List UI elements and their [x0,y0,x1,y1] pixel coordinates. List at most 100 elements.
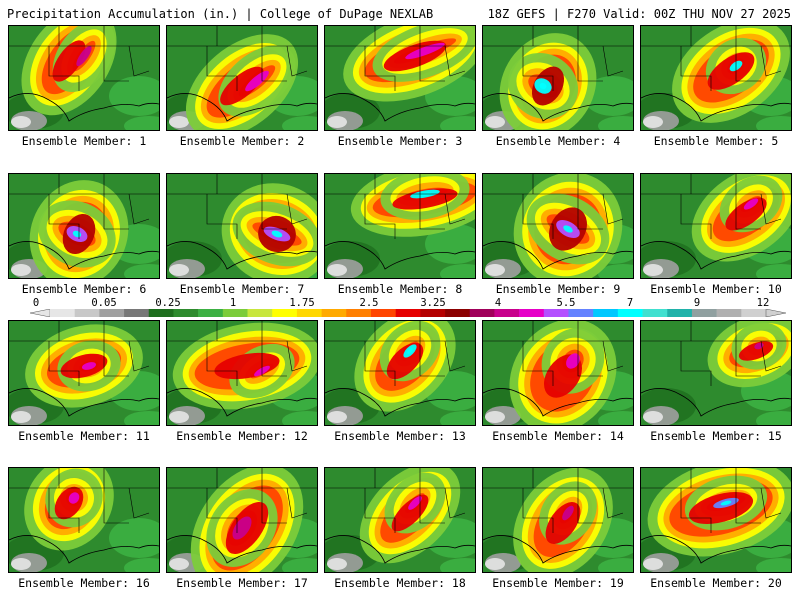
precipitation-map-15 [641,321,791,425]
colorbar-swatch [667,309,693,317]
colorbar-swatch [395,309,421,317]
precipitation-map-4 [483,26,633,130]
ensemble-panel-16 [8,467,160,573]
colorbar-swatch [198,309,224,317]
ensemble-panel-15 [640,320,792,426]
precipitation-map-13 [325,321,475,425]
colorbar-swatch [247,309,273,317]
ensemble-panel-12 [166,320,318,426]
ensemble-panel-14 [482,320,634,426]
colorbar-swatch [445,309,471,317]
precipitation-map-12 [167,321,317,425]
colorbar-swatch [173,309,199,317]
colorbar-labels: 0 0.05 0.25 1 1.75 2.5 3.25 4 5.5 7 9 12 [30,297,786,309]
colorbar-swatch [124,309,150,317]
precipitation-map-11 [9,321,159,425]
ensemble-panel-2 [166,25,318,131]
ensemble-member-label-1: Ensemble Member: 1 [21,134,147,148]
colorbar-swatch [99,309,125,317]
colorbar-arrow-left [30,309,51,317]
precipitation-map-16 [9,468,159,572]
precipitation-map-3 [325,26,475,130]
ensemble-member-label-2: Ensemble Member: 2 [179,134,305,148]
header: Precipitation Accumulation (in.) | Colle… [0,0,800,24]
precipitation-map-9 [483,174,633,278]
ensemble-panel-8 [324,173,476,279]
ensemble-panel-7 [166,173,318,279]
colorbar-swatch [420,309,446,317]
colorbar-swatch [568,309,594,317]
ensemble-panel-20 [640,467,792,573]
colorbar-swatch [370,309,396,317]
colorbar-tick-label: 0 [32,297,40,309]
colorbar-swatch [346,309,372,317]
colorbar-swatch [494,309,520,317]
colorbar-swatch [741,309,767,317]
colorbar-swatch [642,309,668,317]
colorbar-swatch [469,309,495,317]
precipitation-map-18 [325,468,475,572]
colorbar-swatch [543,309,569,317]
ensemble-member-label-9: Ensemble Member: 9 [495,282,621,296]
colorbar-swatch [691,309,717,317]
precipitation-map-20 [641,468,791,572]
ensemble-panel-19 [482,467,634,573]
colorbar-tick-label: 12 [756,297,770,309]
colorbar-bar [30,309,786,317]
ensemble-member-label-7: Ensemble Member: 7 [179,282,305,296]
ensemble-panel-11 [8,320,160,426]
ensemble-member-label-6: Ensemble Member: 6 [21,282,147,296]
ensemble-panel-3 [324,25,476,131]
colorbar-swatch [50,309,75,317]
ensemble-panel-13 [324,320,476,426]
precipitation-map-19 [483,468,633,572]
precipitation-map-10 [641,174,791,278]
colorbar-tick-label: 7 [626,297,634,309]
colorbar-tick-label: 0.25 [155,297,181,309]
ensemble-panel-4 [482,25,634,131]
colorbar-arrow-right [765,309,786,317]
colorbar-swatch [321,309,347,317]
colorbar-swatch [296,309,322,317]
colorbar-tick-label: 0.05 [91,297,117,309]
ensemble-member-label-16: Ensemble Member: 16 [18,576,150,590]
ensemble-member-label-15: Ensemble Member: 15 [650,429,782,443]
ensemble-member-label-11: Ensemble Member: 11 [18,429,150,443]
precipitation-map-2 [167,26,317,130]
ensemble-member-label-12: Ensemble Member: 12 [176,429,308,443]
ensemble-member-label-20: Ensemble Member: 20 [650,576,782,590]
ensemble-panel-6 [8,173,160,279]
page-title: Precipitation Accumulation (in.) | Colle… [7,7,434,21]
colorbar-swatch [617,309,643,317]
precipitation-map-7 [167,174,317,278]
ensemble-member-label-4: Ensemble Member: 4 [495,134,621,148]
colorbar-swatch [74,309,100,317]
ensemble-member-label-3: Ensemble Member: 3 [337,134,463,148]
ensemble-member-label-19: Ensemble Member: 19 [492,576,624,590]
ensemble-member-label-18: Ensemble Member: 18 [334,576,466,590]
ensemble-panel-10 [640,173,792,279]
ensemble-member-label-14: Ensemble Member: 14 [492,429,624,443]
model-run-info: 18Z GEFS | F270 Valid: 00Z THU NOV 27 20… [487,7,791,21]
colorbar-swatch [716,309,742,317]
precipitation-map-1 [9,26,159,130]
ensemble-panel-17 [166,467,318,573]
colorbar-swatch [593,309,619,317]
precipitation-map-6 [9,174,159,278]
colorbar-swatch [222,309,248,317]
precipitation-colorbar: 0 0.05 0.25 1 1.75 2.5 3.25 4 5.5 7 9 12 [30,297,786,319]
ensemble-panel-1 [8,25,160,131]
ensemble-member-label-5: Ensemble Member: 5 [653,134,779,148]
ensemble-member-label-17: Ensemble Member: 17 [176,576,308,590]
colorbar-tick-label: 9 [693,297,701,309]
colorbar-tick-label: 1.75 [289,297,315,309]
colorbar-swatch [519,309,545,317]
ensemble-panel-18 [324,467,476,573]
precipitation-map-8 [325,174,475,278]
precipitation-map-14 [483,321,633,425]
colorbar-tick-label: 4 [494,297,502,309]
ensemble-member-label-10: Ensemble Member: 10 [650,282,782,296]
precipitation-map-17 [167,468,317,572]
ensemble-member-label-13: Ensemble Member: 13 [334,429,466,443]
colorbar-swatch [272,309,298,317]
